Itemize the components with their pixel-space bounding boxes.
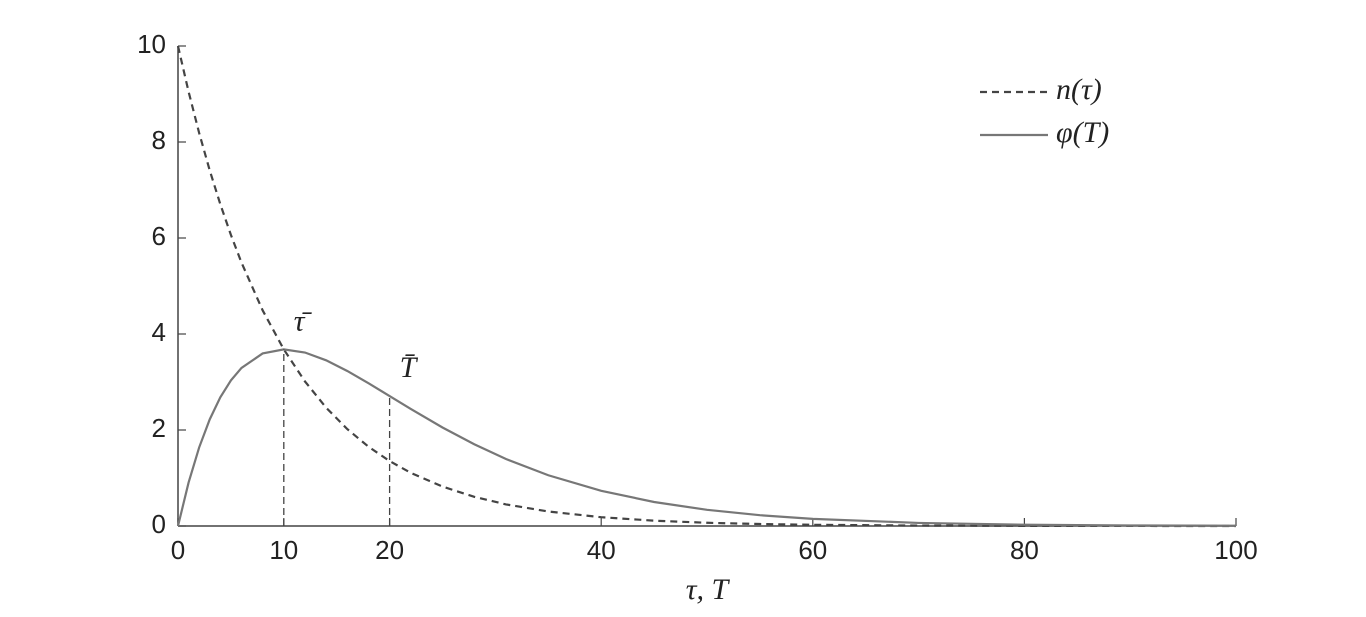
x-tick-label: 100	[1214, 535, 1257, 565]
x-tick-label: 10	[269, 535, 298, 565]
x-tick-label: 0	[171, 535, 185, 565]
legend-label: n(τ)	[1056, 73, 1102, 106]
series-line	[176, 45, 1237, 528]
x-tick-label: 20	[375, 535, 404, 565]
annotation-label: T̄	[400, 351, 419, 384]
y-tick-label: 6	[152, 221, 166, 251]
legend-label: φ(T)	[1056, 116, 1109, 149]
x-tick-label: 60	[798, 535, 827, 565]
x-tick-label: 80	[1010, 535, 1039, 565]
y-tick-label: 8	[152, 125, 166, 155]
series-line	[176, 348, 1237, 527]
annotation-label: τ̄	[294, 304, 313, 337]
y-tick-label: 4	[152, 317, 166, 347]
x-axis-label: τ, T	[686, 573, 731, 606]
y-tick-label: 0	[152, 509, 166, 539]
y-tick-label: 2	[152, 413, 166, 443]
x-tick-label: 40	[587, 535, 616, 565]
y-tick-label: 10	[137, 29, 166, 59]
